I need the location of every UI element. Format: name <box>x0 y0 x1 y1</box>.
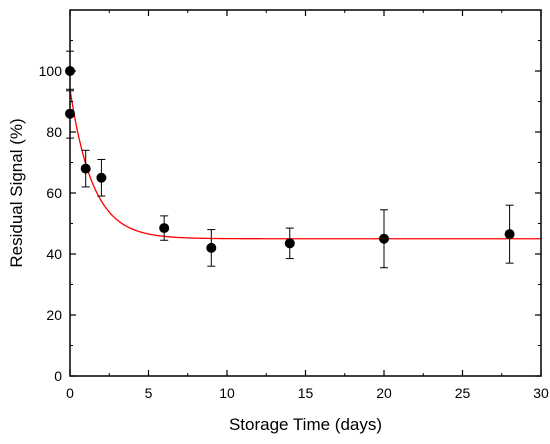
data-point <box>379 233 389 244</box>
y-tick-label: 80 <box>46 124 62 140</box>
x-tick-label: 20 <box>376 385 392 401</box>
y-tick-labels: 0 20 40 60 80 100 <box>39 63 63 384</box>
x-tick-label: 30 <box>533 385 549 401</box>
y-tick-label: 100 <box>39 63 63 79</box>
x-tick-label: 10 <box>219 385 235 401</box>
y-tick-label: 0 <box>54 368 62 384</box>
data-point <box>284 238 295 249</box>
tick-layer <box>69 10 542 377</box>
fit-curve-layer <box>69 89 541 240</box>
y-tick-label: 60 <box>46 185 62 201</box>
data-point <box>504 229 515 240</box>
data-point <box>96 172 107 183</box>
x-tick-label: 25 <box>455 385 471 401</box>
y-axis-title: Residual Signal (%) <box>7 118 26 267</box>
fit-curve-line <box>69 89 541 240</box>
data-point-layer <box>65 66 515 253</box>
y-tick-label: 20 <box>46 307 62 323</box>
x-tick-label: 5 <box>145 385 153 401</box>
y-tick-label: 40 <box>46 246 62 262</box>
x-tick-label: 15 <box>298 385 314 401</box>
data-point <box>206 242 217 253</box>
x-axis-title: Storage Time (days) <box>229 415 382 434</box>
data-point <box>159 223 170 234</box>
x-tick-labels: 0 5 10 15 20 25 30 <box>66 385 549 401</box>
x-tick-label: 0 <box>66 385 74 401</box>
data-point <box>80 163 91 174</box>
